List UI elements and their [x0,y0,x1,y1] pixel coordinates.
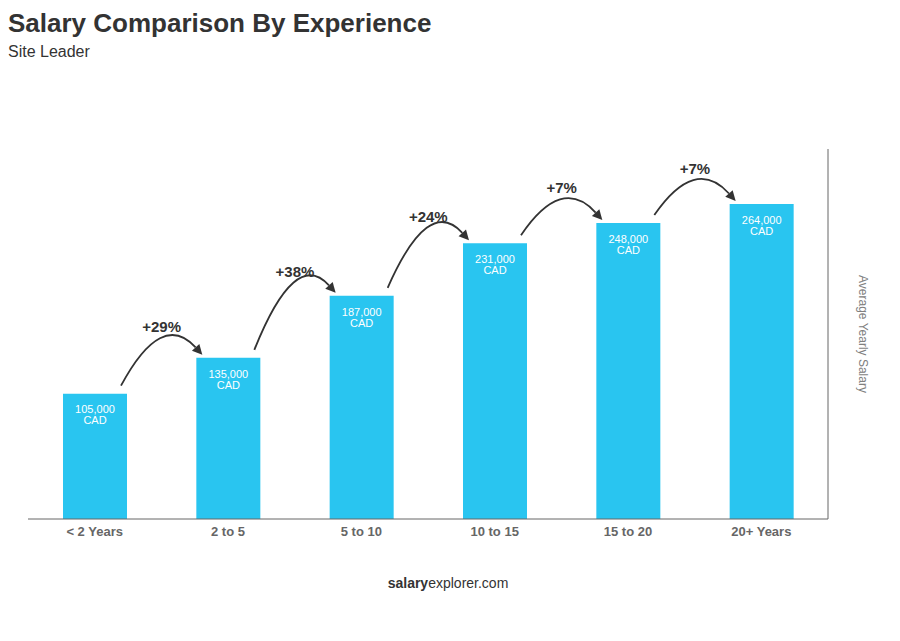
svg-text:248,000CAD: 248,000CAD [608,233,648,256]
svg-text:+38%: +38% [276,263,315,280]
svg-text:20+ Years: 20+ Years [731,524,791,539]
html-text:salary explorer.com: salary explorer.com [387,575,509,591]
svg-text:< 2 Years: < 2 Years [66,524,123,539]
svg-text:5 to 10: 5 to 10 [341,524,382,539]
svg-text:+29%: +29% [142,318,181,335]
svg-text:+24%: +24% [409,208,448,225]
svg-text:135,000CAD: 135,000CAD [208,368,248,391]
svg-text:Average Yearly Salary: Average Yearly Salary [856,275,870,393]
svg-text:+7%: +7% [546,179,576,196]
svg-text:15 to 20: 15 to 20 [604,524,652,539]
svg-text:10 to 15: 10 to 15 [470,524,518,539]
svg-text:231,000CAD: 231,000CAD [475,253,515,276]
html-text:Site Leader: Site Leader [8,43,90,60]
svg-text:187,000CAD: 187,000CAD [342,306,382,329]
svg-text:+7%: +7% [680,160,710,177]
html-text:Salary Comparison By Experienc: Salary Comparison By Experience [8,8,432,38]
svg-text:264,000CAD: 264,000CAD [742,214,782,237]
svg-text:105,000CAD: 105,000CAD [75,403,115,426]
svg-text:2 to 5: 2 to 5 [211,524,245,539]
